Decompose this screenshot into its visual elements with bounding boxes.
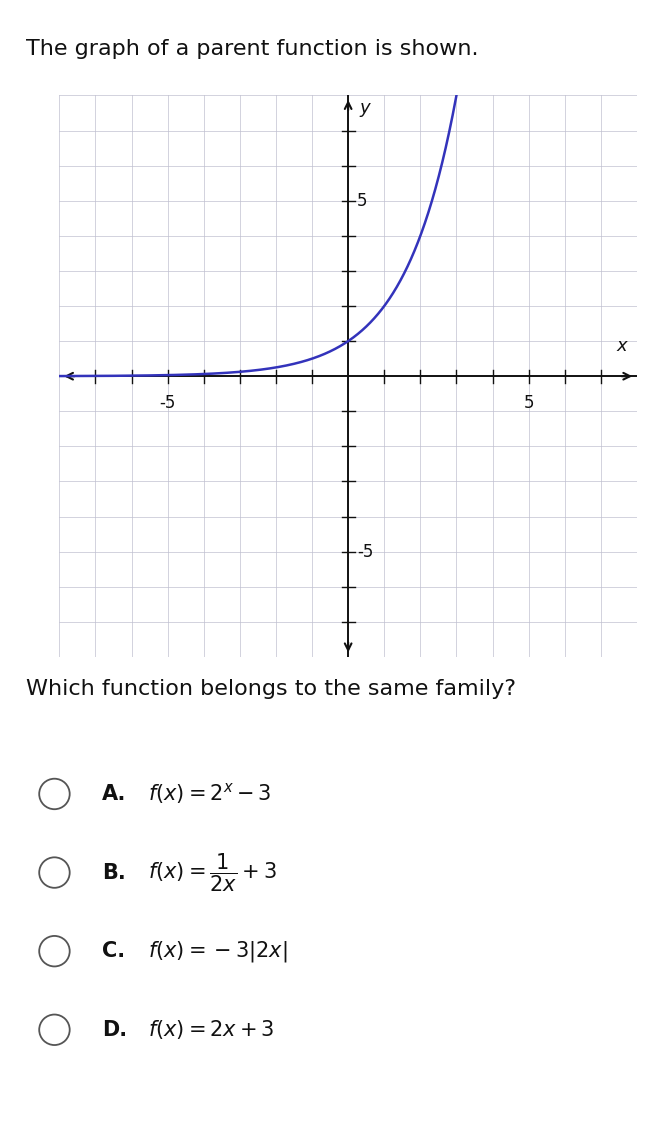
Text: $f(x) = -3|2x|$: $f(x) = -3|2x|$ [148,939,288,964]
Text: B.: B. [102,862,126,883]
Text: -5: -5 [357,542,374,560]
Text: $f(x) = 2x + 3$: $f(x) = 2x + 3$ [148,1019,275,1041]
Text: $x$: $x$ [616,337,630,355]
Text: Which function belongs to the same family?: Which function belongs to the same famil… [26,679,516,700]
Text: D.: D. [102,1020,127,1040]
Text: $f(x) = 2^x - 3$: $f(x) = 2^x - 3$ [148,782,272,806]
Text: The graph of a parent function is shown.: The graph of a parent function is shown. [26,39,479,60]
Text: 5: 5 [357,192,368,210]
Text: -5: -5 [160,394,176,412]
Text: 5: 5 [523,394,534,412]
Text: A.: A. [102,784,127,804]
Text: C.: C. [102,941,125,961]
Text: $f(x) = \dfrac{1}{2x} + 3$: $f(x) = \dfrac{1}{2x} + 3$ [148,851,278,894]
Text: $y$: $y$ [359,101,372,119]
